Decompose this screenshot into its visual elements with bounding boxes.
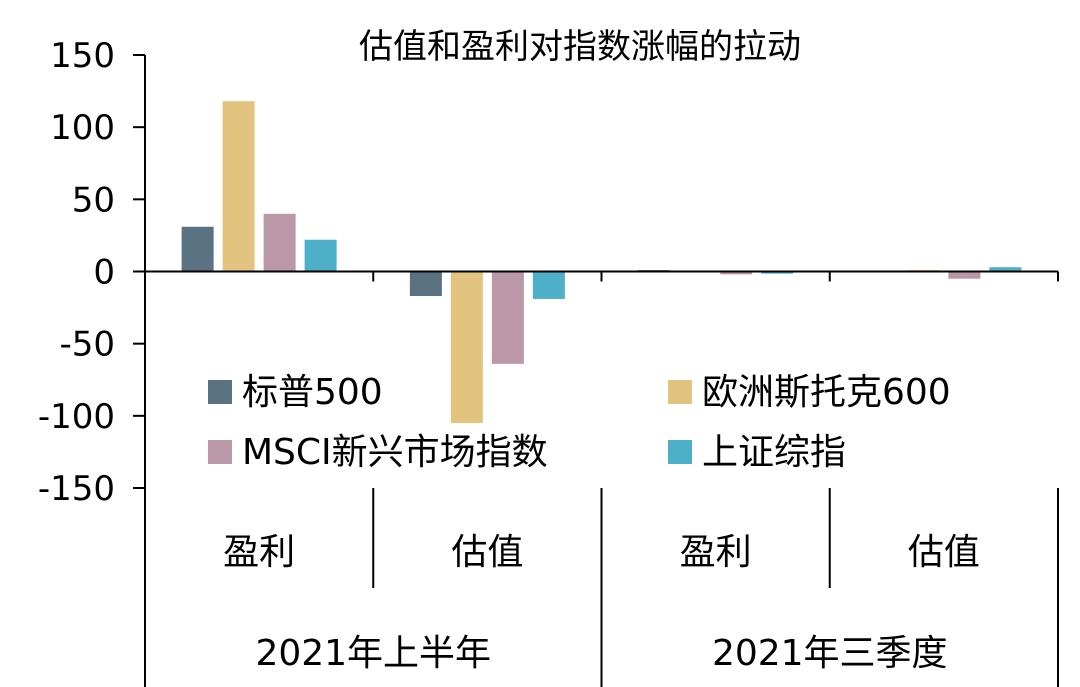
legend-swatch [668,440,692,464]
bar [491,271,524,364]
bar [263,213,296,272]
bars [181,101,1022,424]
legend-label: 欧洲斯托克600 [702,372,951,413]
category-label: 估值 [451,532,523,573]
bar [304,239,337,272]
legend-label: 上证综指 [702,432,846,473]
y-axis: 150 100 50 0 -50 -100 -150 [38,36,146,687]
y-tick-label: 100 [50,108,115,148]
y-tick-label: 50 [72,180,115,220]
legend-swatch [208,440,232,464]
group-label: 2021年三季度 [712,633,948,674]
y-tick-label: -150 [38,469,115,509]
legend: 标普500 欧洲斯托克600 MSCI新兴市场指数 上证综指 [208,372,951,473]
legend-label: MSCI新兴市场指数 [242,432,548,473]
y-tick-label: -50 [59,325,115,365]
x-axis: 盈利 估值 盈利 估值 2021年上半年 2021年三季度 [144,270,1059,687]
category-label: 估值 [908,532,980,573]
bar [720,271,753,275]
bar [532,271,565,299]
bar [989,267,1022,272]
y-tick-label: -100 [38,397,115,437]
legend-label: 标普500 [242,372,383,413]
bar [948,271,981,279]
bar [761,271,794,274]
category-label: 盈利 [223,532,295,573]
bar [409,271,442,297]
category-label: 盈利 [680,532,752,573]
chart-title: 估值和盈利对指数涨幅的拉动 [359,27,801,67]
legend-swatch [208,380,232,404]
group-label: 2021年上半年 [255,633,491,674]
y-tick-label: 150 [50,36,115,76]
bar [450,271,483,424]
bar [222,101,255,272]
y-tick-label: 0 [93,253,115,293]
legend-swatch [668,380,692,404]
bar [181,226,214,272]
